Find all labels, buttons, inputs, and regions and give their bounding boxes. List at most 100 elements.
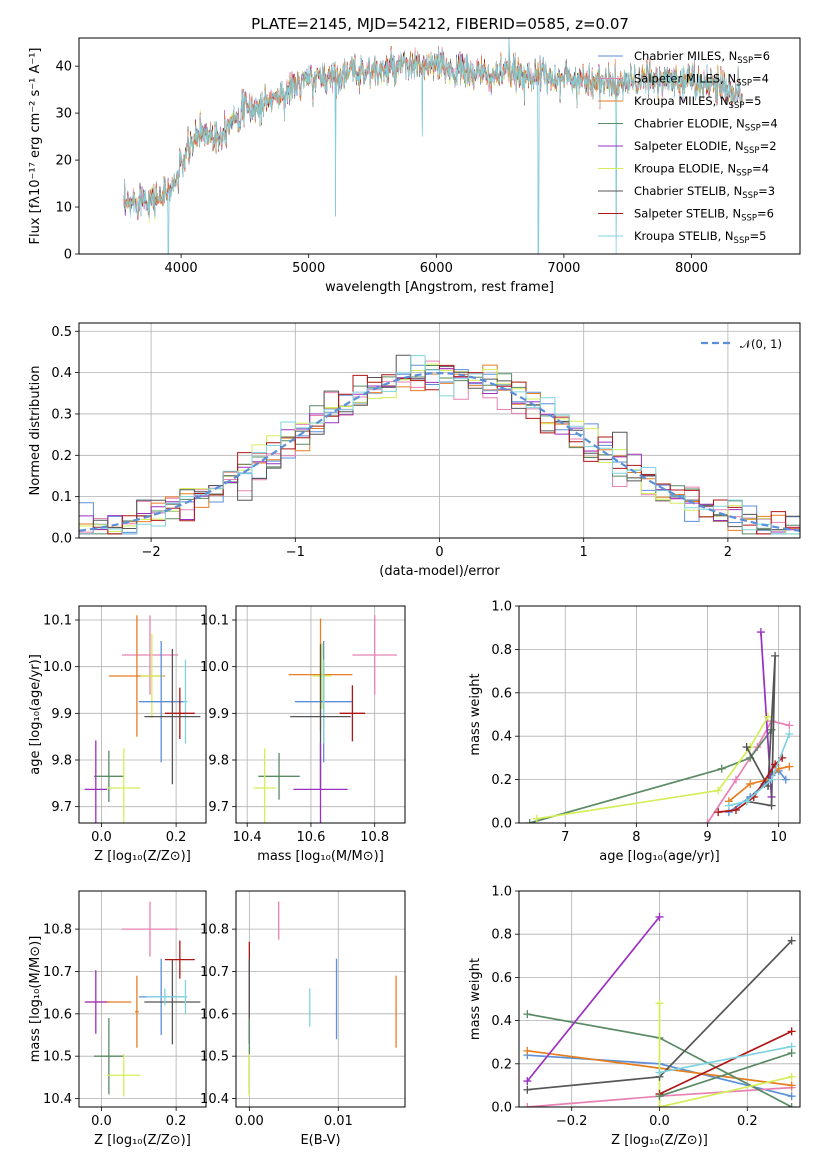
- legend-count: =4: [761, 117, 778, 131]
- weight-marker: [763, 712, 772, 721]
- error-bar-point: [144, 648, 201, 785]
- x-tick-label: −1: [286, 545, 305, 560]
- weight-series-8: [655, 1027, 796, 1099]
- legend-label: Chabrier STELIB, NSSP=3: [634, 184, 775, 201]
- error-bar-point: [144, 959, 201, 1045]
- legend-label: Kroupa ELODIE, NSSP=4: [634, 162, 769, 179]
- weight-marker: [655, 1092, 664, 1101]
- y-tick-label: 0.0: [51, 532, 72, 547]
- x-tick-label: 0: [435, 545, 443, 560]
- y-tick-label: 10: [55, 201, 72, 216]
- legend-count: =5: [744, 94, 761, 108]
- y-tick-label: 0.5: [51, 325, 72, 340]
- x-axis-label: wavelength [Angstrom, rest frame]: [325, 280, 554, 295]
- y-tick-label: 0.3: [51, 407, 72, 422]
- x-axis-label: E(B-V): [300, 1133, 340, 1148]
- y-tick-label: 0.8: [491, 643, 512, 658]
- y-tick-label: 10.1: [43, 614, 72, 629]
- weight-marker: [655, 999, 664, 1008]
- legend-count: =6: [753, 49, 770, 63]
- y-tick-label: 9.8: [208, 754, 229, 769]
- error-bar-point: [146, 988, 184, 1006]
- y-tick-label: 10.4: [43, 1092, 72, 1107]
- legend-subscript: SSP: [736, 169, 752, 179]
- weight-vs-age-panel: 7 8 9 10 0.0 0.2 0.4 0.6 0.8 1.0 age [log₁₀(age/yr…: [468, 600, 801, 864]
- histogram-series-9: [79, 355, 800, 535]
- legend-count: =2: [760, 139, 777, 153]
- weight-line: [536, 716, 769, 820]
- weight-lines: [523, 912, 796, 1107]
- y-tick-label: 10.8: [200, 923, 229, 938]
- weight-marker: [742, 797, 751, 806]
- error-bar-point: [183, 979, 188, 1014]
- residual-histogram-panel: −2 −1 0 1 2 0.0 0.1 0.2 0.3 0.4 0.5 (data-model)/er…: [28, 322, 801, 579]
- error-bar-point: [293, 742, 348, 823]
- plot-frame: [235, 890, 406, 1108]
- age-vs-metallicity-panel: 0.0 0.2 9.7 9.8 9.9 10.0 10.1 Z [log₁₀(Z/Z⊙)] ag…: [28, 605, 207, 864]
- legend-subscript: SSP: [734, 236, 750, 246]
- error-bars: [253, 615, 398, 823]
- error-bar-point: [140, 634, 164, 718]
- y-tick-label: 1.0: [491, 885, 512, 900]
- error-bar-point: [322, 659, 325, 744]
- weight-line: [529, 729, 773, 823]
- legend-subscript: SSP: [742, 191, 758, 201]
- weight-marker: [714, 808, 723, 817]
- y-tick-label: 0.0: [491, 1101, 512, 1116]
- weight-marker: [703, 819, 712, 823]
- normal-reference-curve: [79, 372, 800, 532]
- grid-lines: [79, 891, 206, 1107]
- plot-frame: [78, 890, 207, 1108]
- y-tick-label: 10.0: [43, 660, 72, 675]
- weight-marker: [742, 743, 751, 752]
- y-tick-label: 0.4: [491, 1014, 512, 1029]
- error-bar-point: [121, 901, 178, 957]
- weight-line: [659, 1052, 792, 1098]
- x-tick-label: 0.0: [91, 830, 112, 845]
- y-tick-label: 10.0: [200, 660, 229, 675]
- x-tick-label: 0.01: [324, 1114, 353, 1129]
- legend-subscript: SSP: [744, 146, 760, 156]
- x-tick-label: 7000: [547, 261, 580, 276]
- histogram-series-4: [79, 365, 800, 535]
- weight-vs-metallicity-panel: −0.2 0.0 0.2 0.0 0.2 0.4 0.6 0.8 1.0 Z [log₁₀(Z/Z…: [468, 885, 801, 1148]
- x-tick-label: 0.0: [91, 1114, 112, 1129]
- x-axis-label: mass [log₁₀(M/M⊙)]: [257, 849, 384, 864]
- y-tick-label: 0.4: [491, 730, 512, 745]
- weight-marker: [724, 801, 733, 810]
- x-tick-label: 5000: [292, 261, 325, 276]
- weight-marker: [655, 912, 664, 921]
- weight-marker: [785, 730, 794, 739]
- y-tick-label: 0.2: [491, 1057, 512, 1072]
- y-tick-label: 9.7: [208, 800, 229, 815]
- legend-label: 𝒩(0, 1): [740, 337, 782, 351]
- weight-marker: [655, 1103, 664, 1107]
- weight-marker: [532, 814, 541, 823]
- error-bar-point: [107, 748, 141, 823]
- weight-marker: [787, 1072, 796, 1081]
- weight-series-6: [655, 999, 796, 1107]
- legend-count: =5: [749, 229, 766, 243]
- x-axis-label: age [log₁₀(age/yr)]: [599, 849, 720, 864]
- error-bars: [84, 901, 201, 1097]
- legend-subscript: SSP: [745, 124, 761, 134]
- histogram-steps: [79, 354, 800, 535]
- error-bars: [84, 615, 201, 823]
- y-tick-label: 10.4: [200, 1092, 229, 1107]
- legend-count: =6: [757, 207, 774, 221]
- weight-marker: [787, 1027, 796, 1036]
- weight-marker: [525, 819, 534, 823]
- weight-marker: [731, 775, 740, 784]
- age-vs-mass-panel: 10.4 10.6 10.8 9.7 9.8 9.9 10.0 10.1 mass [log₁₀…: [200, 605, 406, 864]
- weight-marker: [767, 801, 776, 810]
- y-tick-label: 10.7: [43, 965, 72, 980]
- legend-count: =4: [752, 72, 769, 86]
- spectrum-panel: 4000 5000 6000 7000 8000 0 10 20 30 40 wavelength …: [28, 37, 801, 295]
- spectrum-line-9: [123, 38, 743, 254]
- weight-marker: [523, 1103, 532, 1107]
- error-bar-point: [121, 615, 178, 695]
- grid-lines: [236, 891, 405, 1107]
- plot-frame: [78, 605, 207, 824]
- error-bar-point: [253, 748, 276, 823]
- y-tick-label: 0.2: [491, 773, 512, 788]
